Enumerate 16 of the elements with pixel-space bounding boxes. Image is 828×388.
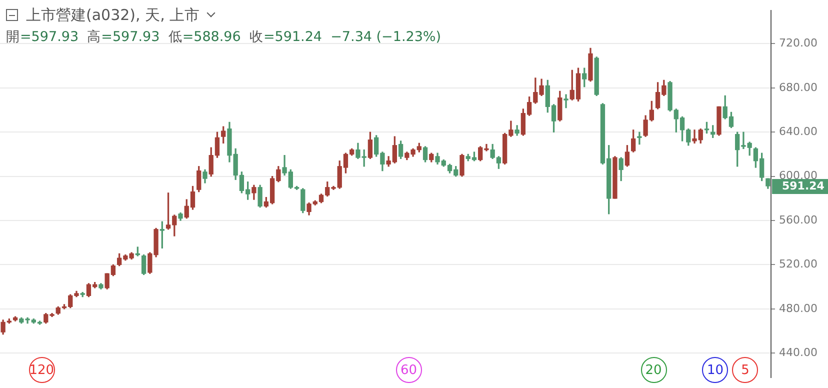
y-tick-label: 680.00 (779, 80, 818, 94)
annotation: 5 (732, 357, 758, 383)
annotation: 60 (396, 357, 422, 383)
y-tick-label: 520.00 (779, 258, 818, 271)
text: 開=597.93 高=597.93 低=588.96 收=591.24 −7.34 (−1.23%) (6, 29, 442, 45)
y-tick-label: 440.00 (779, 346, 818, 359)
annotation: 20 (640, 357, 666, 383)
chart-title: 上市營建(a032), 天, 上市 (26, 6, 200, 24)
y-tick-label: 720.00 (779, 36, 818, 50)
y-tick-label: 480.00 (779, 302, 818, 315)
y-tick-label: 640.00 (779, 124, 818, 138)
y-tick-label: 560.00 (779, 213, 818, 226)
annotation: 10 (702, 357, 728, 383)
candlestick (637, 132, 642, 145)
candlestick (564, 94, 568, 108)
annotation: 120 (28, 357, 55, 383)
